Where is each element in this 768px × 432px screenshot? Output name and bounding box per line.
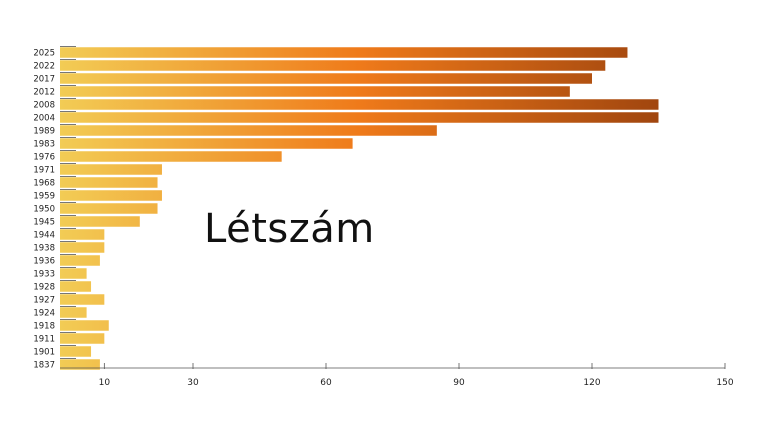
- category-label-1927: 1927: [33, 296, 55, 306]
- category-label-1968: 1968: [33, 179, 55, 189]
- category-label-1944: 1944: [33, 231, 55, 241]
- bar-2004: [60, 112, 659, 123]
- x-tick-label-60: 60: [320, 378, 332, 388]
- category-label-1983: 1983: [33, 140, 55, 150]
- x-tick-label-120: 120: [583, 378, 600, 388]
- category-label-2022: 2022: [33, 62, 55, 72]
- category-label-1971: 1971: [33, 166, 55, 176]
- bar-1837: [60, 359, 100, 370]
- bar-2022: [60, 60, 606, 71]
- bar-1968: [60, 177, 158, 188]
- bar-1938: [60, 242, 105, 253]
- bar-1924: [60, 307, 87, 318]
- x-tick-label-30: 30: [187, 378, 199, 388]
- bar-1944: [60, 229, 105, 240]
- category-label-2025: 2025: [33, 49, 55, 59]
- bar-1959: [60, 190, 162, 201]
- category-label-1950: 1950: [33, 205, 55, 215]
- category-label-2017: 2017: [33, 75, 55, 85]
- bar-1976: [60, 151, 282, 162]
- category-label-1924: 1924: [33, 309, 55, 319]
- axis-layer: 2025 2022 2017 2012 2008 2004 1989 1983 1976 1971…: [33, 46, 734, 388]
- x-tick-label-150: 150: [716, 378, 733, 388]
- category-label-1936: 1936: [33, 257, 55, 267]
- bar-2008: [60, 99, 659, 110]
- bar-1989: [60, 125, 437, 136]
- bar-1983: [60, 138, 353, 149]
- category-label-1938: 1938: [33, 244, 55, 254]
- x-tick-label-10: 10: [99, 378, 111, 388]
- category-label-2004: 2004: [33, 114, 55, 124]
- bar-1936: [60, 255, 100, 266]
- category-label-1901: 1901: [33, 348, 55, 358]
- bar-1950: [60, 203, 158, 214]
- bar-1911: [60, 333, 105, 344]
- category-label-1933: 1933: [33, 270, 55, 280]
- category-label-1837: 1837: [33, 361, 55, 371]
- category-label-2012: 2012: [33, 88, 55, 98]
- category-label-1989: 1989: [33, 127, 55, 137]
- category-label-1928: 1928: [33, 283, 55, 293]
- x-tick-label-90: 90: [453, 378, 465, 388]
- bar-2017: [60, 73, 592, 84]
- category-label-1918: 1918: [33, 322, 55, 332]
- category-label-1976: 1976: [33, 153, 55, 163]
- category-label-1945: 1945: [33, 218, 55, 228]
- bar-1933: [60, 268, 87, 279]
- bar-2012: [60, 86, 570, 97]
- category-label-1911: 1911: [33, 335, 55, 345]
- category-label-1959: 1959: [33, 192, 55, 202]
- bars-layer: [60, 47, 659, 370]
- bar-1945: [60, 216, 140, 227]
- bar-1971: [60, 164, 162, 175]
- bar-1901: [60, 346, 92, 357]
- bar-1918: [60, 320, 109, 331]
- bar-2025: [60, 47, 628, 58]
- bar-1927: [60, 294, 105, 305]
- chart-title: Létszám: [204, 206, 375, 252]
- bar-1928: [60, 281, 92, 292]
- category-label-2008: 2008: [33, 101, 55, 111]
